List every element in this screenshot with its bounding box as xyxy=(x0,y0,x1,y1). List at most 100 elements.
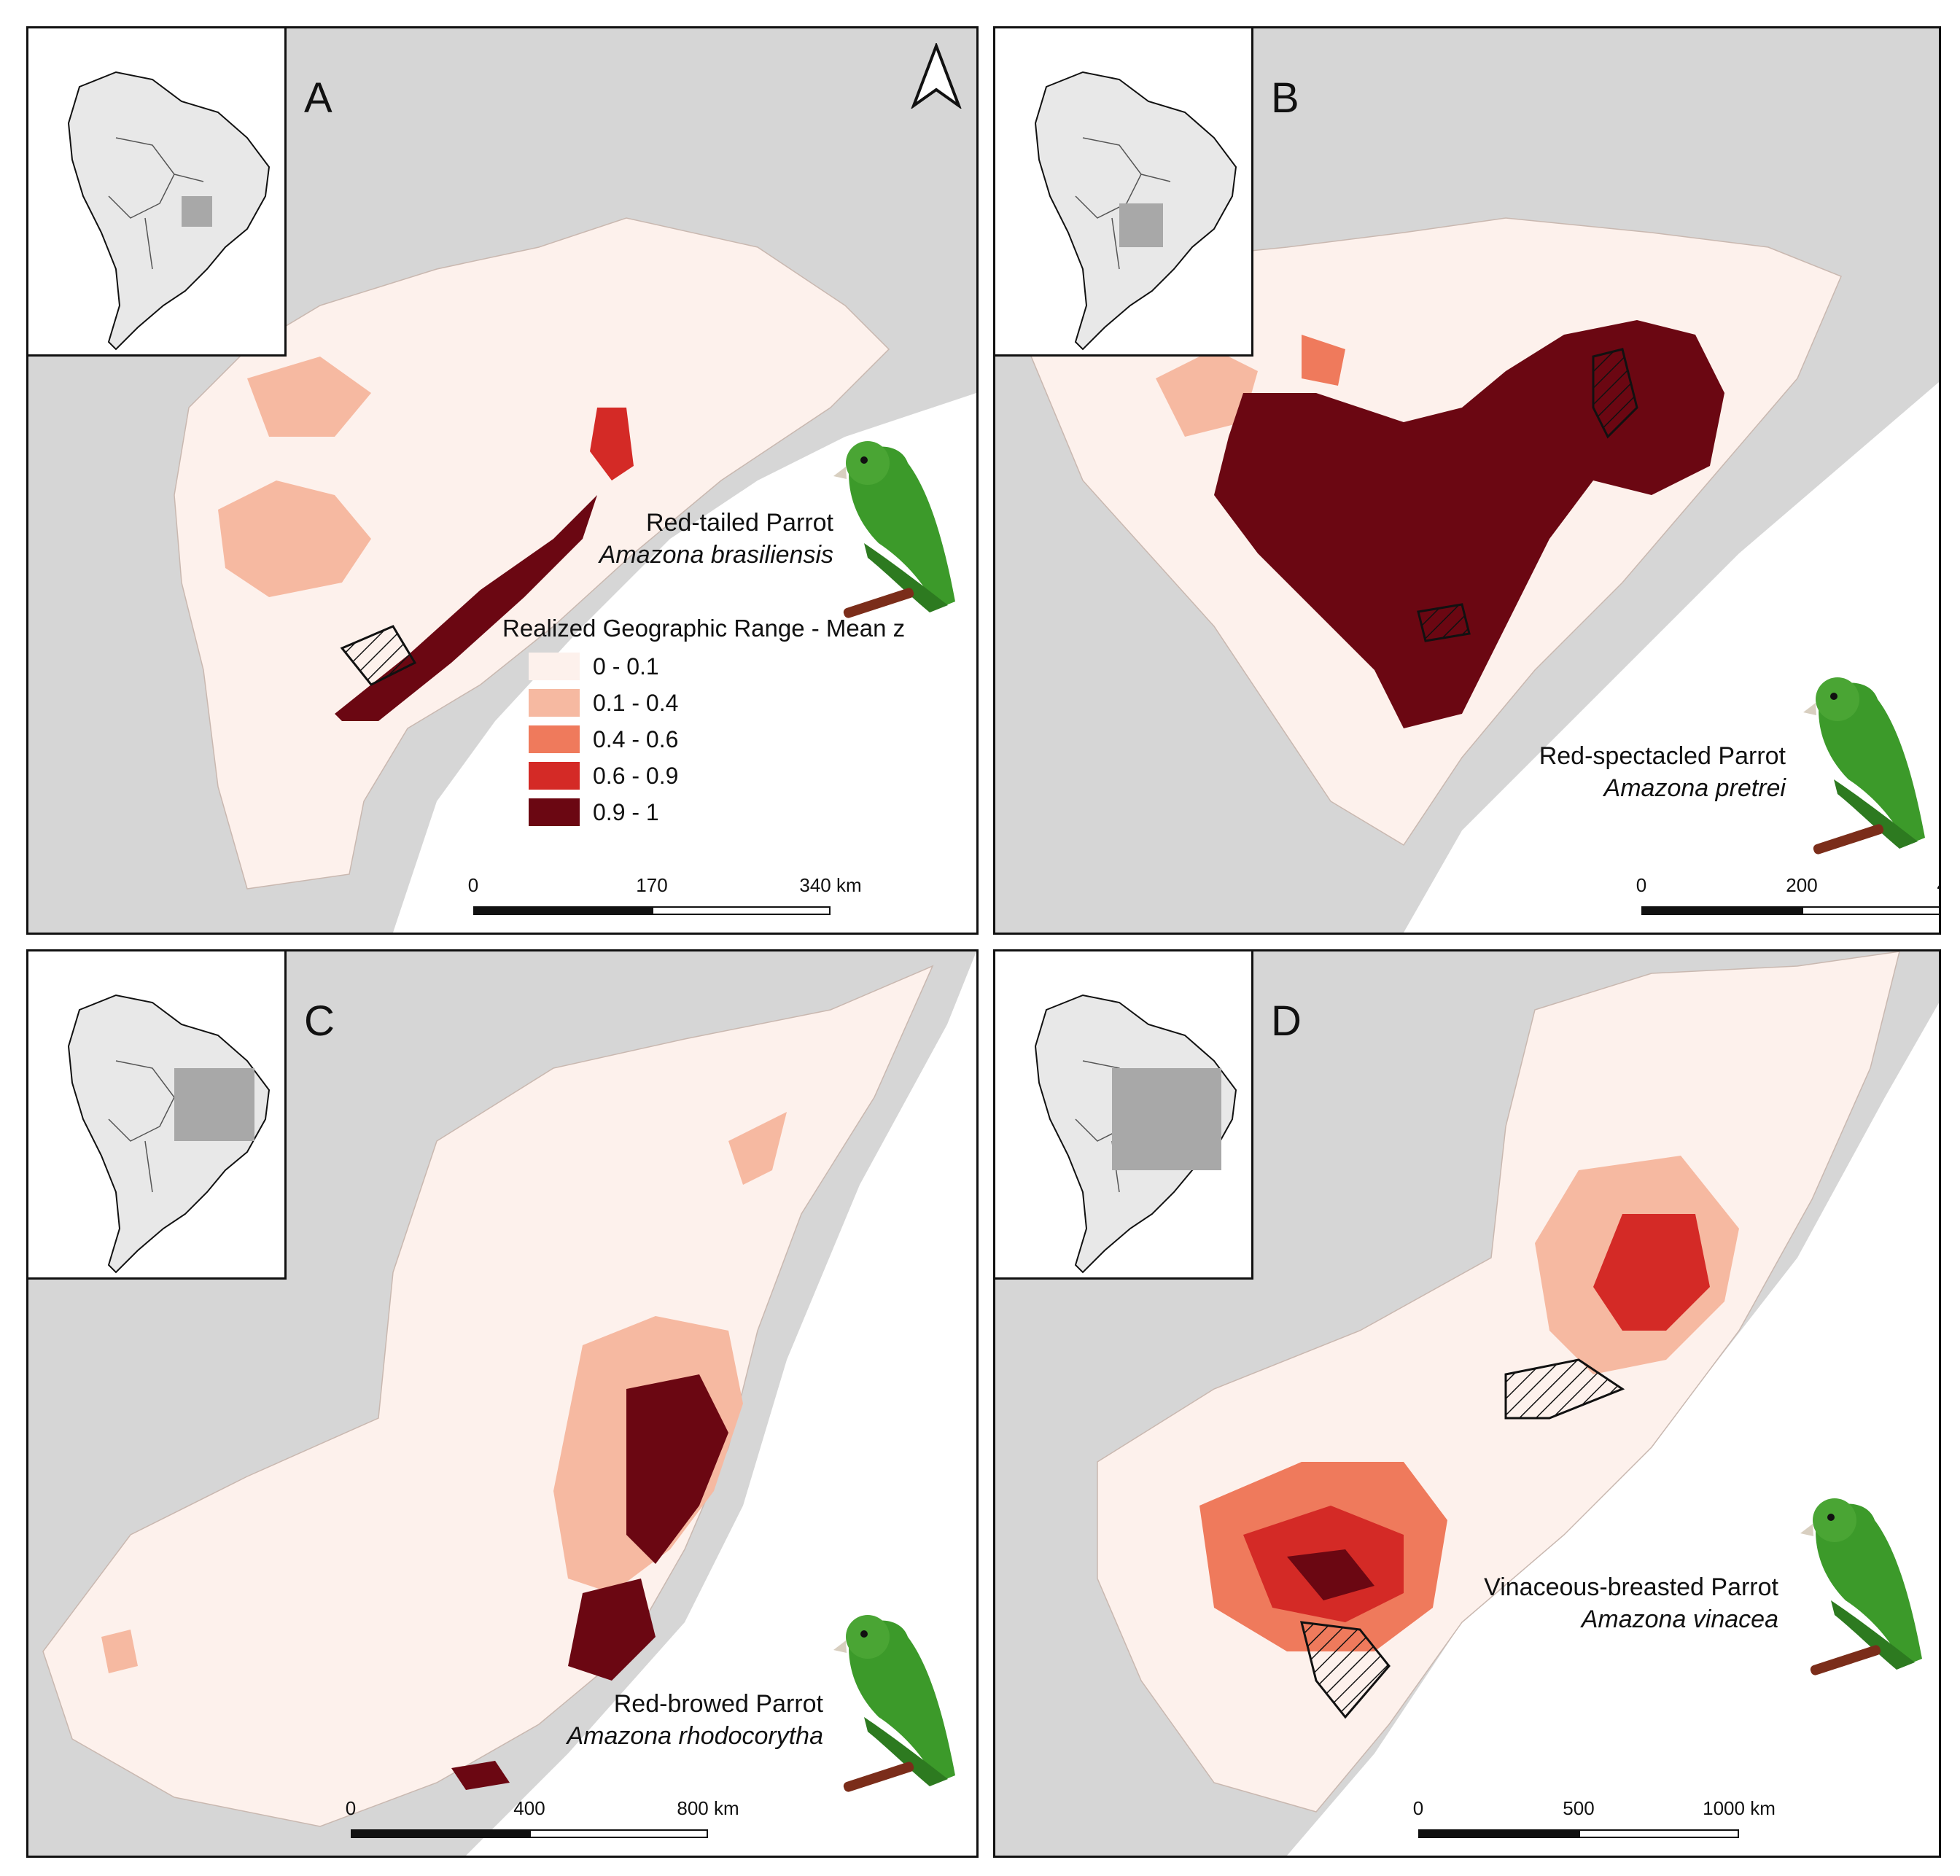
scale-tick: 200 xyxy=(1786,874,1818,896)
range-class-0-1-0-4 xyxy=(101,1630,138,1673)
range-class-0-9-1 xyxy=(451,1761,510,1790)
species-scientific-name: Amazona rhodocorytha xyxy=(567,1722,823,1750)
legend-label: 0 - 0.1 xyxy=(593,653,659,680)
panel-c-map: C Red-browed Parrot Amazona rhodocorytha… xyxy=(26,949,979,1858)
scale-segment xyxy=(1802,906,1939,915)
known-range-polygon xyxy=(340,625,417,686)
panel-letter: C xyxy=(304,997,335,1045)
species-scientific-name: Amazona brasiliensis xyxy=(599,541,833,569)
scale-tick: 0 xyxy=(1636,874,1647,896)
range-class-0-6-0-9 xyxy=(1593,1214,1710,1331)
species-label: Red-spectacled Parrot Amazona pretrei xyxy=(1539,740,1786,804)
legend-row: 0 - 0.1 xyxy=(502,648,905,685)
species-label: Red-tailed Parrot Amazona brasiliensis xyxy=(599,507,833,571)
known-range-polygon xyxy=(1300,1621,1391,1719)
locator-inset xyxy=(995,951,1253,1280)
scale-tick: 0 xyxy=(345,1797,357,1819)
scale-tick: 0 xyxy=(467,874,479,896)
range-class-0-1-0-4 xyxy=(728,1112,787,1185)
range-class-0-9-1 xyxy=(1214,320,1724,728)
scale-segment xyxy=(529,1829,708,1838)
scale-segment xyxy=(351,1829,529,1838)
legend-row: 0.6 - 0.9 xyxy=(502,758,905,794)
known-range-polygon xyxy=(1417,603,1471,642)
range-class-0-4-0-6 xyxy=(1302,335,1345,386)
species-label: Vinaceous-breasted Parrot Amazona vinace… xyxy=(1484,1571,1778,1635)
north-arrow-icon xyxy=(911,43,962,109)
scale-tick: 170 xyxy=(636,874,668,896)
species-common-name: Red-spectacled Parrot xyxy=(1539,742,1786,770)
locator-inset xyxy=(28,951,287,1280)
parrot-illustration xyxy=(1787,1491,1933,1681)
study-region xyxy=(42,965,934,1827)
scale-tick: 800 km xyxy=(677,1797,739,1819)
scale-tick: 340 km xyxy=(799,874,862,896)
south-america-locator-map xyxy=(995,951,1253,1280)
scale-segment xyxy=(1641,906,1802,915)
species-scientific-name: Amazona pretrei xyxy=(1603,774,1786,802)
scale-bar: 0 400 800 km xyxy=(346,1797,739,1841)
range-class-0-9-1 xyxy=(568,1579,656,1681)
legend-label: 0.6 - 0.9 xyxy=(593,762,679,789)
south-america-locator-map xyxy=(28,28,287,357)
scale-tick: 500 xyxy=(1563,1797,1595,1819)
panel-b-map: B Red-spectacled Parrot Amazona pretrei … xyxy=(993,26,1941,935)
scale-tick: 400 xyxy=(513,1797,545,1819)
scale-segment xyxy=(473,906,652,915)
locator-extent-box xyxy=(1112,1068,1221,1170)
scale-tick: 1000 km xyxy=(1703,1797,1776,1819)
range-class-0-1-0-4 xyxy=(247,357,371,437)
panel-a-map: A Red-tailed Parrot Amazona brasiliensis… xyxy=(26,26,979,935)
range-class-0-1-0-4 xyxy=(218,480,371,597)
scale-segment xyxy=(1579,1829,1739,1838)
species-common-name: Vinaceous-breasted Parrot xyxy=(1484,1573,1778,1601)
ocean xyxy=(1404,382,1939,933)
legend-swatch xyxy=(529,725,580,753)
scale-bar: 0 500 1000 km xyxy=(1413,1797,1776,1841)
locator-inset xyxy=(28,28,287,357)
legend-row: 0.4 - 0.6 xyxy=(502,721,905,758)
ocean xyxy=(1287,1003,1939,1856)
species-scientific-name: Amazona vinacea xyxy=(1581,1606,1778,1633)
species-common-name: Red-tailed Parrot xyxy=(645,509,833,537)
legend-swatch xyxy=(529,798,580,826)
legend-row: 0.9 - 1 xyxy=(502,794,905,830)
range-class-0-9-1 xyxy=(1287,1549,1374,1600)
scale-bar: 0 170 340 km xyxy=(468,874,862,918)
ocean xyxy=(393,393,976,933)
legend-label: 0.4 - 0.6 xyxy=(593,725,679,752)
legend-swatch xyxy=(529,762,580,790)
south-america-locator-map xyxy=(28,951,287,1280)
scale-bar: 0 200 40 xyxy=(1636,874,1939,918)
locator-extent-box xyxy=(174,1068,254,1141)
parrot-illustration xyxy=(1790,670,1936,860)
legend-label: 0.9 - 1 xyxy=(593,798,659,825)
species-common-name: Red-browed Parrot xyxy=(613,1690,823,1718)
panel-d-map: D Vinaceous-breasted Parrot Amazona vina… xyxy=(993,949,1941,1858)
scale-segment xyxy=(1418,1829,1579,1838)
legend-title: Realized Geographic Range - Mean z xyxy=(502,615,906,642)
known-range-polygon xyxy=(1592,348,1638,439)
range-class-0-1-0-4 xyxy=(1156,349,1258,437)
locator-inset xyxy=(995,28,1253,357)
panel-letter: A xyxy=(304,74,332,122)
known-range-polygon xyxy=(1504,1358,1625,1420)
panel-b-map-canvas xyxy=(995,28,1939,933)
parrot-illustration xyxy=(820,434,966,623)
legend: Realized Geographic Range - Mean z 0 - 0… xyxy=(502,615,905,830)
south-america-locator-map xyxy=(995,28,1253,357)
legend-swatch xyxy=(529,689,580,717)
panel-letter: D xyxy=(1271,997,1302,1045)
legend-swatch xyxy=(529,653,580,680)
scale-tick: 40 xyxy=(1937,874,1939,897)
scale-segment xyxy=(652,906,831,915)
locator-extent-box xyxy=(182,196,212,227)
panel-c-map-canvas xyxy=(28,951,976,1856)
range-class-0-6-0-9 xyxy=(590,408,634,480)
legend-row: 0.1 - 0.4 xyxy=(502,685,905,721)
range-class-0-9-1 xyxy=(626,1374,728,1564)
locator-extent-box xyxy=(1119,203,1163,247)
scale-tick: 0 xyxy=(1412,1797,1424,1819)
legend-label: 0.1 - 0.4 xyxy=(593,689,679,716)
panel-letter: B xyxy=(1271,74,1299,122)
